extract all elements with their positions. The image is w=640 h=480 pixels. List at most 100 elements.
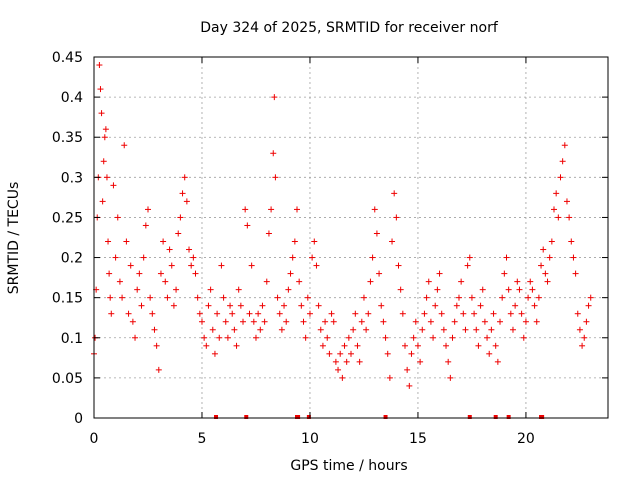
data-point bbox=[518, 310, 525, 317]
data-point bbox=[548, 238, 555, 245]
data-point bbox=[585, 302, 592, 309]
data-point bbox=[540, 246, 547, 253]
data-point bbox=[96, 62, 103, 69]
data-point bbox=[410, 334, 417, 341]
data-point bbox=[337, 350, 344, 357]
data-point bbox=[462, 326, 469, 333]
data-point bbox=[306, 310, 313, 317]
data-point bbox=[186, 246, 193, 253]
plot-border bbox=[93, 56, 609, 419]
data-point bbox=[345, 334, 352, 341]
x-tick-label: 0 bbox=[90, 431, 99, 447]
x-tick-label: 5 bbox=[198, 431, 207, 447]
y-tick-label: 0.35 bbox=[52, 130, 83, 146]
data-point bbox=[421, 310, 428, 317]
data-point bbox=[155, 366, 162, 373]
data-point bbox=[274, 294, 281, 301]
data-point bbox=[514, 278, 521, 285]
data-point bbox=[404, 366, 411, 373]
data-point bbox=[162, 278, 169, 285]
data-point bbox=[257, 326, 264, 333]
data-point bbox=[244, 222, 251, 229]
data-point bbox=[443, 342, 450, 349]
y-tick-label: 0.25 bbox=[52, 210, 83, 226]
y-tick-label: 0.45 bbox=[52, 50, 83, 66]
data-point bbox=[386, 374, 393, 381]
data-point bbox=[430, 334, 437, 341]
data-point bbox=[412, 318, 419, 325]
data-point bbox=[464, 262, 471, 269]
data-point bbox=[242, 206, 249, 213]
data-point bbox=[436, 270, 443, 277]
data-point bbox=[568, 238, 575, 245]
tick-layer bbox=[93, 56, 608, 419]
data-point bbox=[509, 326, 516, 333]
data-point bbox=[119, 294, 126, 301]
data-point bbox=[272, 174, 279, 181]
data-point bbox=[490, 310, 497, 317]
data-point bbox=[235, 286, 242, 293]
data-point bbox=[501, 270, 508, 277]
data-point bbox=[406, 382, 413, 389]
data-point bbox=[544, 278, 551, 285]
data-point bbox=[283, 318, 290, 325]
data-point bbox=[134, 286, 141, 293]
data-point bbox=[175, 230, 182, 237]
data-point bbox=[101, 134, 108, 141]
data-point bbox=[259, 302, 266, 309]
data-point bbox=[587, 294, 594, 301]
y-tick-label: 0.4 bbox=[61, 90, 83, 106]
data-point bbox=[376, 270, 383, 277]
data-point bbox=[224, 334, 231, 341]
data-point bbox=[324, 334, 331, 341]
data-point bbox=[369, 254, 376, 261]
data-point bbox=[157, 270, 164, 277]
data-point bbox=[449, 334, 456, 341]
data-point bbox=[328, 310, 335, 317]
data-point bbox=[173, 286, 180, 293]
data-point bbox=[343, 358, 350, 365]
data-point bbox=[261, 318, 268, 325]
zero-point bbox=[493, 415, 498, 419]
data-point bbox=[271, 94, 278, 101]
data-point bbox=[576, 326, 583, 333]
data-point bbox=[281, 302, 288, 309]
data-point bbox=[445, 358, 452, 365]
data-point bbox=[183, 198, 190, 205]
data-point bbox=[326, 350, 333, 357]
data-point bbox=[581, 334, 588, 341]
data-point bbox=[144, 206, 151, 213]
data-point bbox=[354, 342, 361, 349]
data-point bbox=[373, 230, 380, 237]
data-point bbox=[525, 294, 532, 301]
data-point bbox=[300, 318, 307, 325]
data-point bbox=[252, 334, 259, 341]
data-point bbox=[231, 326, 238, 333]
data-point bbox=[164, 294, 171, 301]
data-point bbox=[358, 318, 365, 325]
data-point bbox=[447, 374, 454, 381]
data-point bbox=[216, 334, 223, 341]
data-point bbox=[177, 214, 184, 221]
data-point bbox=[268, 206, 275, 213]
data-point bbox=[401, 342, 408, 349]
data-point bbox=[265, 230, 272, 237]
data-point bbox=[440, 326, 447, 333]
data-point bbox=[395, 262, 402, 269]
data-point bbox=[559, 158, 566, 165]
data-point bbox=[105, 238, 112, 245]
data-point bbox=[497, 318, 504, 325]
data-point bbox=[360, 294, 367, 301]
y-tick-label: 0.15 bbox=[52, 291, 83, 307]
data-point bbox=[315, 302, 322, 309]
zero-point bbox=[306, 415, 311, 419]
data-point bbox=[168, 262, 175, 269]
data-point bbox=[425, 278, 432, 285]
data-point bbox=[507, 310, 514, 317]
data-point bbox=[471, 310, 478, 317]
zero-point bbox=[467, 415, 472, 419]
data-point bbox=[276, 310, 283, 317]
data-point bbox=[363, 326, 370, 333]
data-point bbox=[505, 286, 512, 293]
data-point bbox=[553, 190, 560, 197]
